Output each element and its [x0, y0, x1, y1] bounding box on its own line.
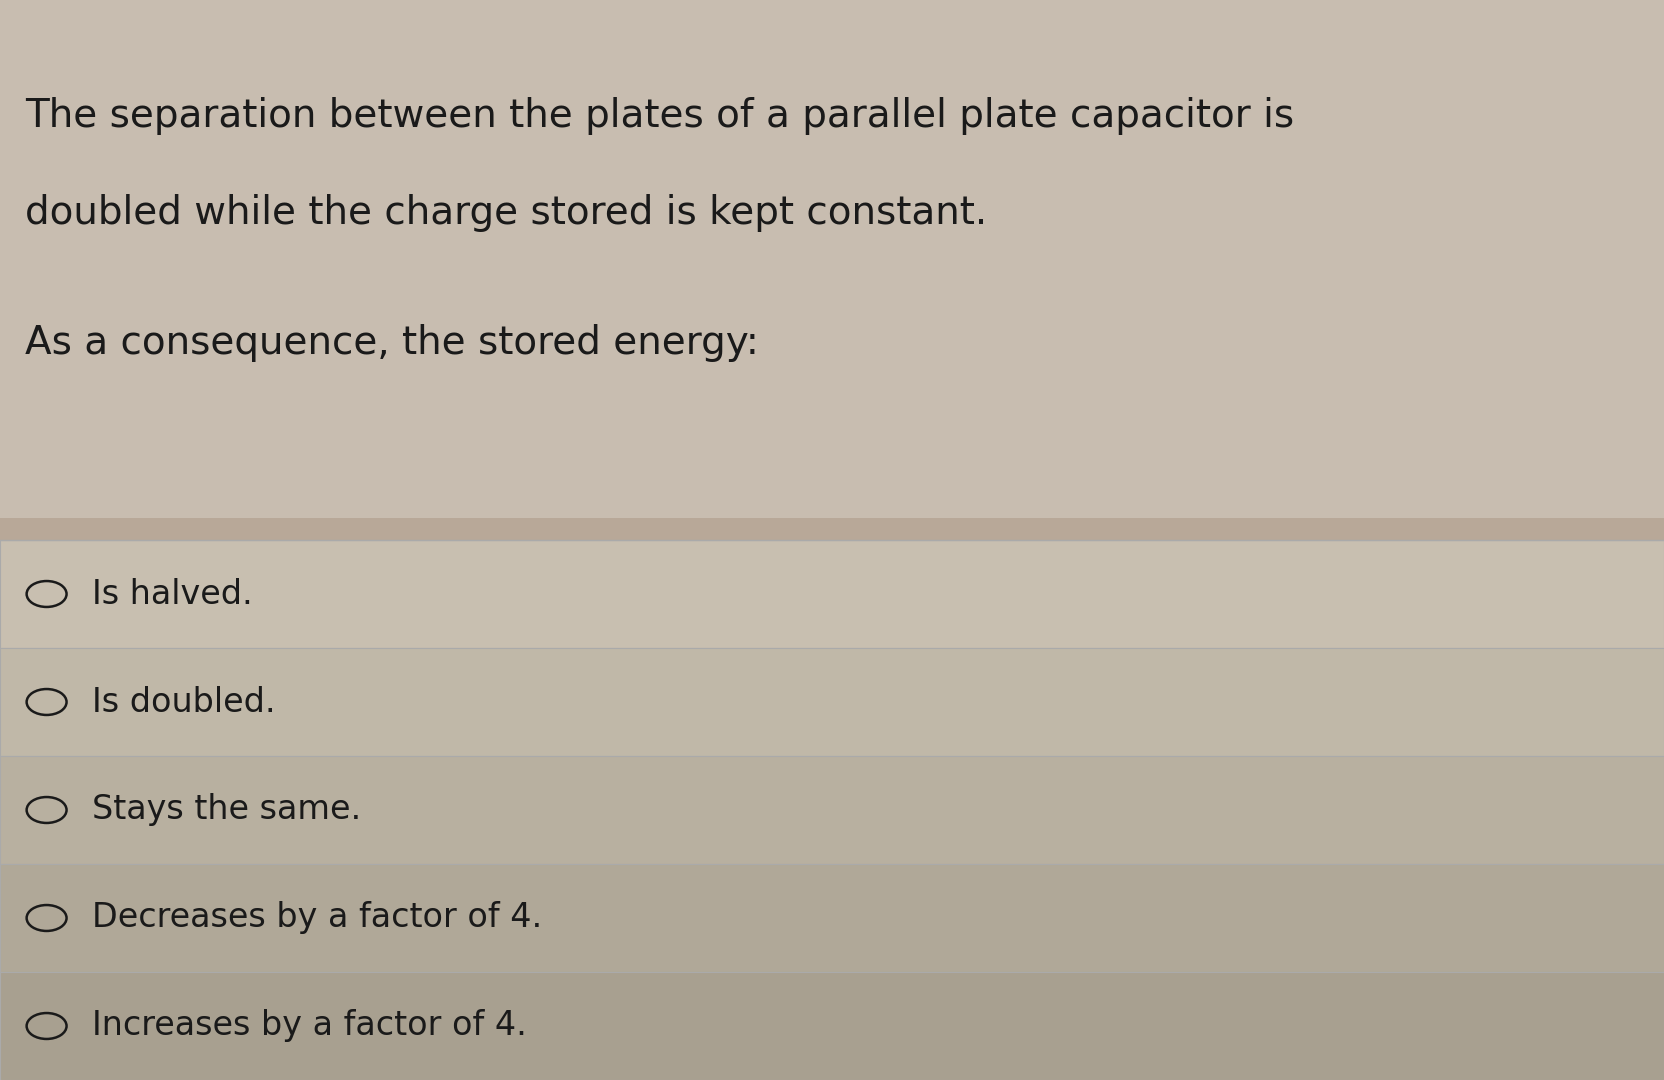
Text: The separation between the plates of a parallel plate capacitor is: The separation between the plates of a p…	[25, 97, 1295, 135]
Text: Stays the same.: Stays the same.	[92, 794, 361, 826]
FancyBboxPatch shape	[0, 972, 1664, 1080]
Text: As a consequence, the stored energy:: As a consequence, the stored energy:	[25, 324, 759, 362]
FancyBboxPatch shape	[0, 540, 1664, 648]
Text: Is halved.: Is halved.	[92, 578, 253, 610]
FancyBboxPatch shape	[0, 756, 1664, 864]
FancyBboxPatch shape	[0, 864, 1664, 972]
FancyBboxPatch shape	[0, 0, 1664, 518]
FancyBboxPatch shape	[0, 648, 1664, 756]
Text: Increases by a factor of 4.: Increases by a factor of 4.	[92, 1010, 526, 1042]
Text: doubled while the charge stored is kept constant.: doubled while the charge stored is kept …	[25, 194, 987, 232]
Text: Decreases by a factor of 4.: Decreases by a factor of 4.	[92, 902, 542, 934]
Text: Is doubled.: Is doubled.	[92, 686, 275, 718]
